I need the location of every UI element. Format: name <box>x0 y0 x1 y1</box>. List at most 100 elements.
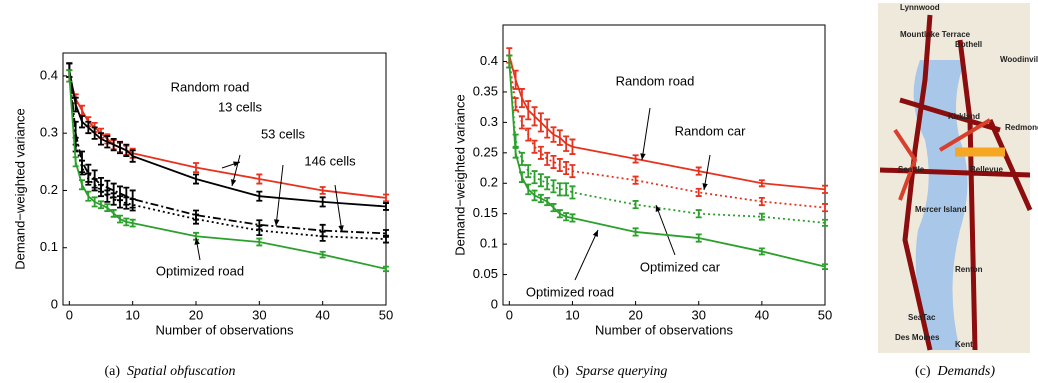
series-annotation: 13 cells <box>218 99 263 114</box>
series-annotation: Optimized car <box>640 259 721 274</box>
error-bar <box>544 177 550 189</box>
caption: (b) Sparse querying <box>553 364 668 379</box>
error-bar <box>557 159 563 171</box>
error-bar <box>557 130 563 145</box>
error-bar <box>563 162 569 174</box>
series-annotation: Random car <box>675 123 746 138</box>
error-bar <box>633 201 639 208</box>
error-bar <box>532 107 538 125</box>
y-tick-label: 0.3 <box>40 125 58 140</box>
error-bar <box>525 165 531 177</box>
x-axis-label: Number of observations <box>595 322 734 337</box>
series-annotation: Optimized road <box>526 284 614 299</box>
x-tick-label: 20 <box>189 307 203 322</box>
map-label: Lynnwood <box>900 3 940 12</box>
error-bar <box>569 186 575 198</box>
y-tick-label: 0.4 <box>480 53 498 68</box>
map-label: Mercer Island <box>915 205 967 214</box>
arrow-head <box>274 219 279 226</box>
caption-text: Spatial obfuscation <box>127 364 236 379</box>
y-tick-label: 0.4 <box>40 67 58 82</box>
map-label: SeaTac <box>908 313 936 322</box>
y-axis-label: Demand−weighted variance <box>452 94 467 256</box>
y-tick-label: 0.25 <box>473 144 498 159</box>
y-tick-label: 0 <box>491 296 498 311</box>
annotation-arrow <box>575 230 598 280</box>
error-bar <box>73 157 79 166</box>
error-bar <box>538 195 544 202</box>
error-bar <box>563 136 569 151</box>
series-annotation: 53 cells <box>261 126 306 141</box>
error-bar <box>538 174 544 186</box>
error-bar <box>519 116 525 128</box>
error-bar <box>104 190 110 201</box>
x-tick-label: 10 <box>565 307 579 322</box>
map-label: Renton <box>955 265 983 274</box>
annotation-arrow <box>276 165 283 226</box>
x-tick-label: 0 <box>506 307 513 322</box>
error-bar <box>513 98 519 110</box>
error-bar <box>696 210 702 217</box>
map-label: Redmond <box>1005 123 1038 132</box>
y-tick-label: 0.3 <box>480 114 498 129</box>
x-tick-label: 0 <box>66 307 73 322</box>
error-bar <box>551 180 557 192</box>
caption: (a) Spatial obfuscation <box>104 364 235 379</box>
error-bar <box>525 101 531 119</box>
x-tick-label: 30 <box>691 307 705 322</box>
caption-label: (a) <box>104 364 120 379</box>
y-tick-label: 0 <box>51 296 58 311</box>
map-label: Bothell <box>955 40 982 49</box>
error-bar <box>538 147 544 159</box>
series-annotation: Random road <box>616 73 695 88</box>
error-bar <box>532 171 538 183</box>
error-bar <box>519 153 525 165</box>
y-tick-label: 0.15 <box>473 205 498 220</box>
map-label: Bellevue <box>970 165 1003 174</box>
map-label: Kirkland <box>948 112 980 121</box>
arrow-head <box>702 183 707 190</box>
error-bar <box>532 191 538 201</box>
error-bar <box>569 165 575 177</box>
caption: (c) Demands) <box>915 364 995 379</box>
map-label: Seattle <box>898 165 925 174</box>
y-tick-label: 0.35 <box>473 83 498 98</box>
annotation-arrow <box>642 108 650 160</box>
error-bar <box>544 119 550 137</box>
caption-label: (c) <box>915 364 931 379</box>
series-annotation: Random road <box>171 79 250 94</box>
y-tick-label: 0.1 <box>40 239 58 254</box>
caption-text: Demands) <box>937 364 996 379</box>
error-bar <box>513 148 519 158</box>
map-label: Woodinville <box>1000 55 1038 64</box>
arrow-head <box>233 161 240 166</box>
map-label: Kent <box>955 340 973 349</box>
x-tick-label: 40 <box>315 307 329 322</box>
caption-label: (b) <box>553 364 570 379</box>
error-bar <box>563 183 569 195</box>
arrow-head <box>640 153 645 160</box>
x-tick-label: 30 <box>252 307 266 322</box>
error-bar <box>538 113 544 131</box>
figure: 0 0.1 0.2 0.3 0.4 0 10 20 30 40 50 Number of observ… <box>0 0 1038 383</box>
map-label: Des Moines <box>895 333 940 342</box>
annotation-arrow <box>656 205 675 255</box>
y-tick-label: 0.1 <box>480 236 498 251</box>
x-tick-label: 20 <box>628 307 642 322</box>
y-axis-label: Demand−weighted variance <box>12 108 27 270</box>
x-axis-label: Number of observations <box>155 322 294 337</box>
x-tick-label: 50 <box>379 307 393 322</box>
x-tick-label: 10 <box>125 307 139 322</box>
y-tick-label: 0.2 <box>40 182 58 197</box>
y-tick-label: 0.05 <box>473 266 498 281</box>
error-bar <box>98 185 104 196</box>
map-label: Mountlake Terrace <box>900 30 971 39</box>
error-bar <box>117 196 123 207</box>
x-tick-label: 50 <box>818 307 832 322</box>
caption-text: Sparse querying <box>576 364 667 379</box>
error-bar <box>551 127 557 142</box>
y-tick-label: 0.2 <box>480 175 498 190</box>
error-bar <box>822 204 828 211</box>
x-tick-label: 40 <box>755 307 769 322</box>
series-annotation: Optimized road <box>156 263 244 278</box>
